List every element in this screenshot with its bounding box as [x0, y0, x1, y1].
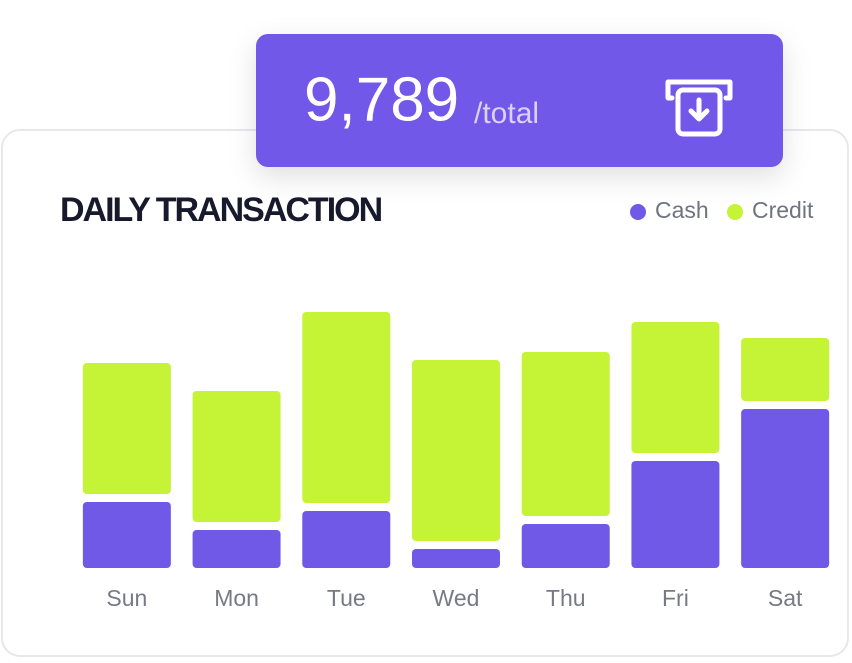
bar-segment [192, 391, 281, 522]
bar-segment [82, 363, 171, 494]
bar-segment [521, 352, 610, 516]
bar-segment [631, 322, 720, 453]
bar-segment [412, 360, 500, 541]
bar-segment [82, 502, 171, 568]
x-tick-label: Thu [546, 585, 586, 611]
legend-label: Credit [752, 197, 814, 223]
bar-segment [302, 312, 391, 503]
bar-segment [741, 338, 830, 401]
bar-segment [192, 530, 281, 568]
legend-label: Cash [655, 197, 709, 223]
bar-segment [521, 524, 610, 568]
x-tick-label: Wed [433, 585, 480, 611]
legend-dot [630, 204, 646, 220]
chart-title: DAILY TRANSACTION [60, 191, 382, 229]
x-tick-label: Sun [106, 585, 147, 611]
legend-dot [727, 204, 743, 220]
bar-segment [302, 511, 391, 568]
total-banner [256, 34, 783, 167]
x-tick-label: Mon [214, 585, 259, 611]
x-tick-label: Fri [662, 585, 689, 611]
bar-segment [412, 549, 500, 568]
bar-segment [631, 461, 720, 568]
x-tick-label: Tue [327, 585, 366, 611]
atm-icon [665, 79, 733, 137]
bar-segment [741, 409, 830, 568]
total-unit: /total [474, 97, 539, 130]
x-tick-label: Sat [768, 585, 803, 611]
total-value: 9,789 [304, 65, 459, 134]
